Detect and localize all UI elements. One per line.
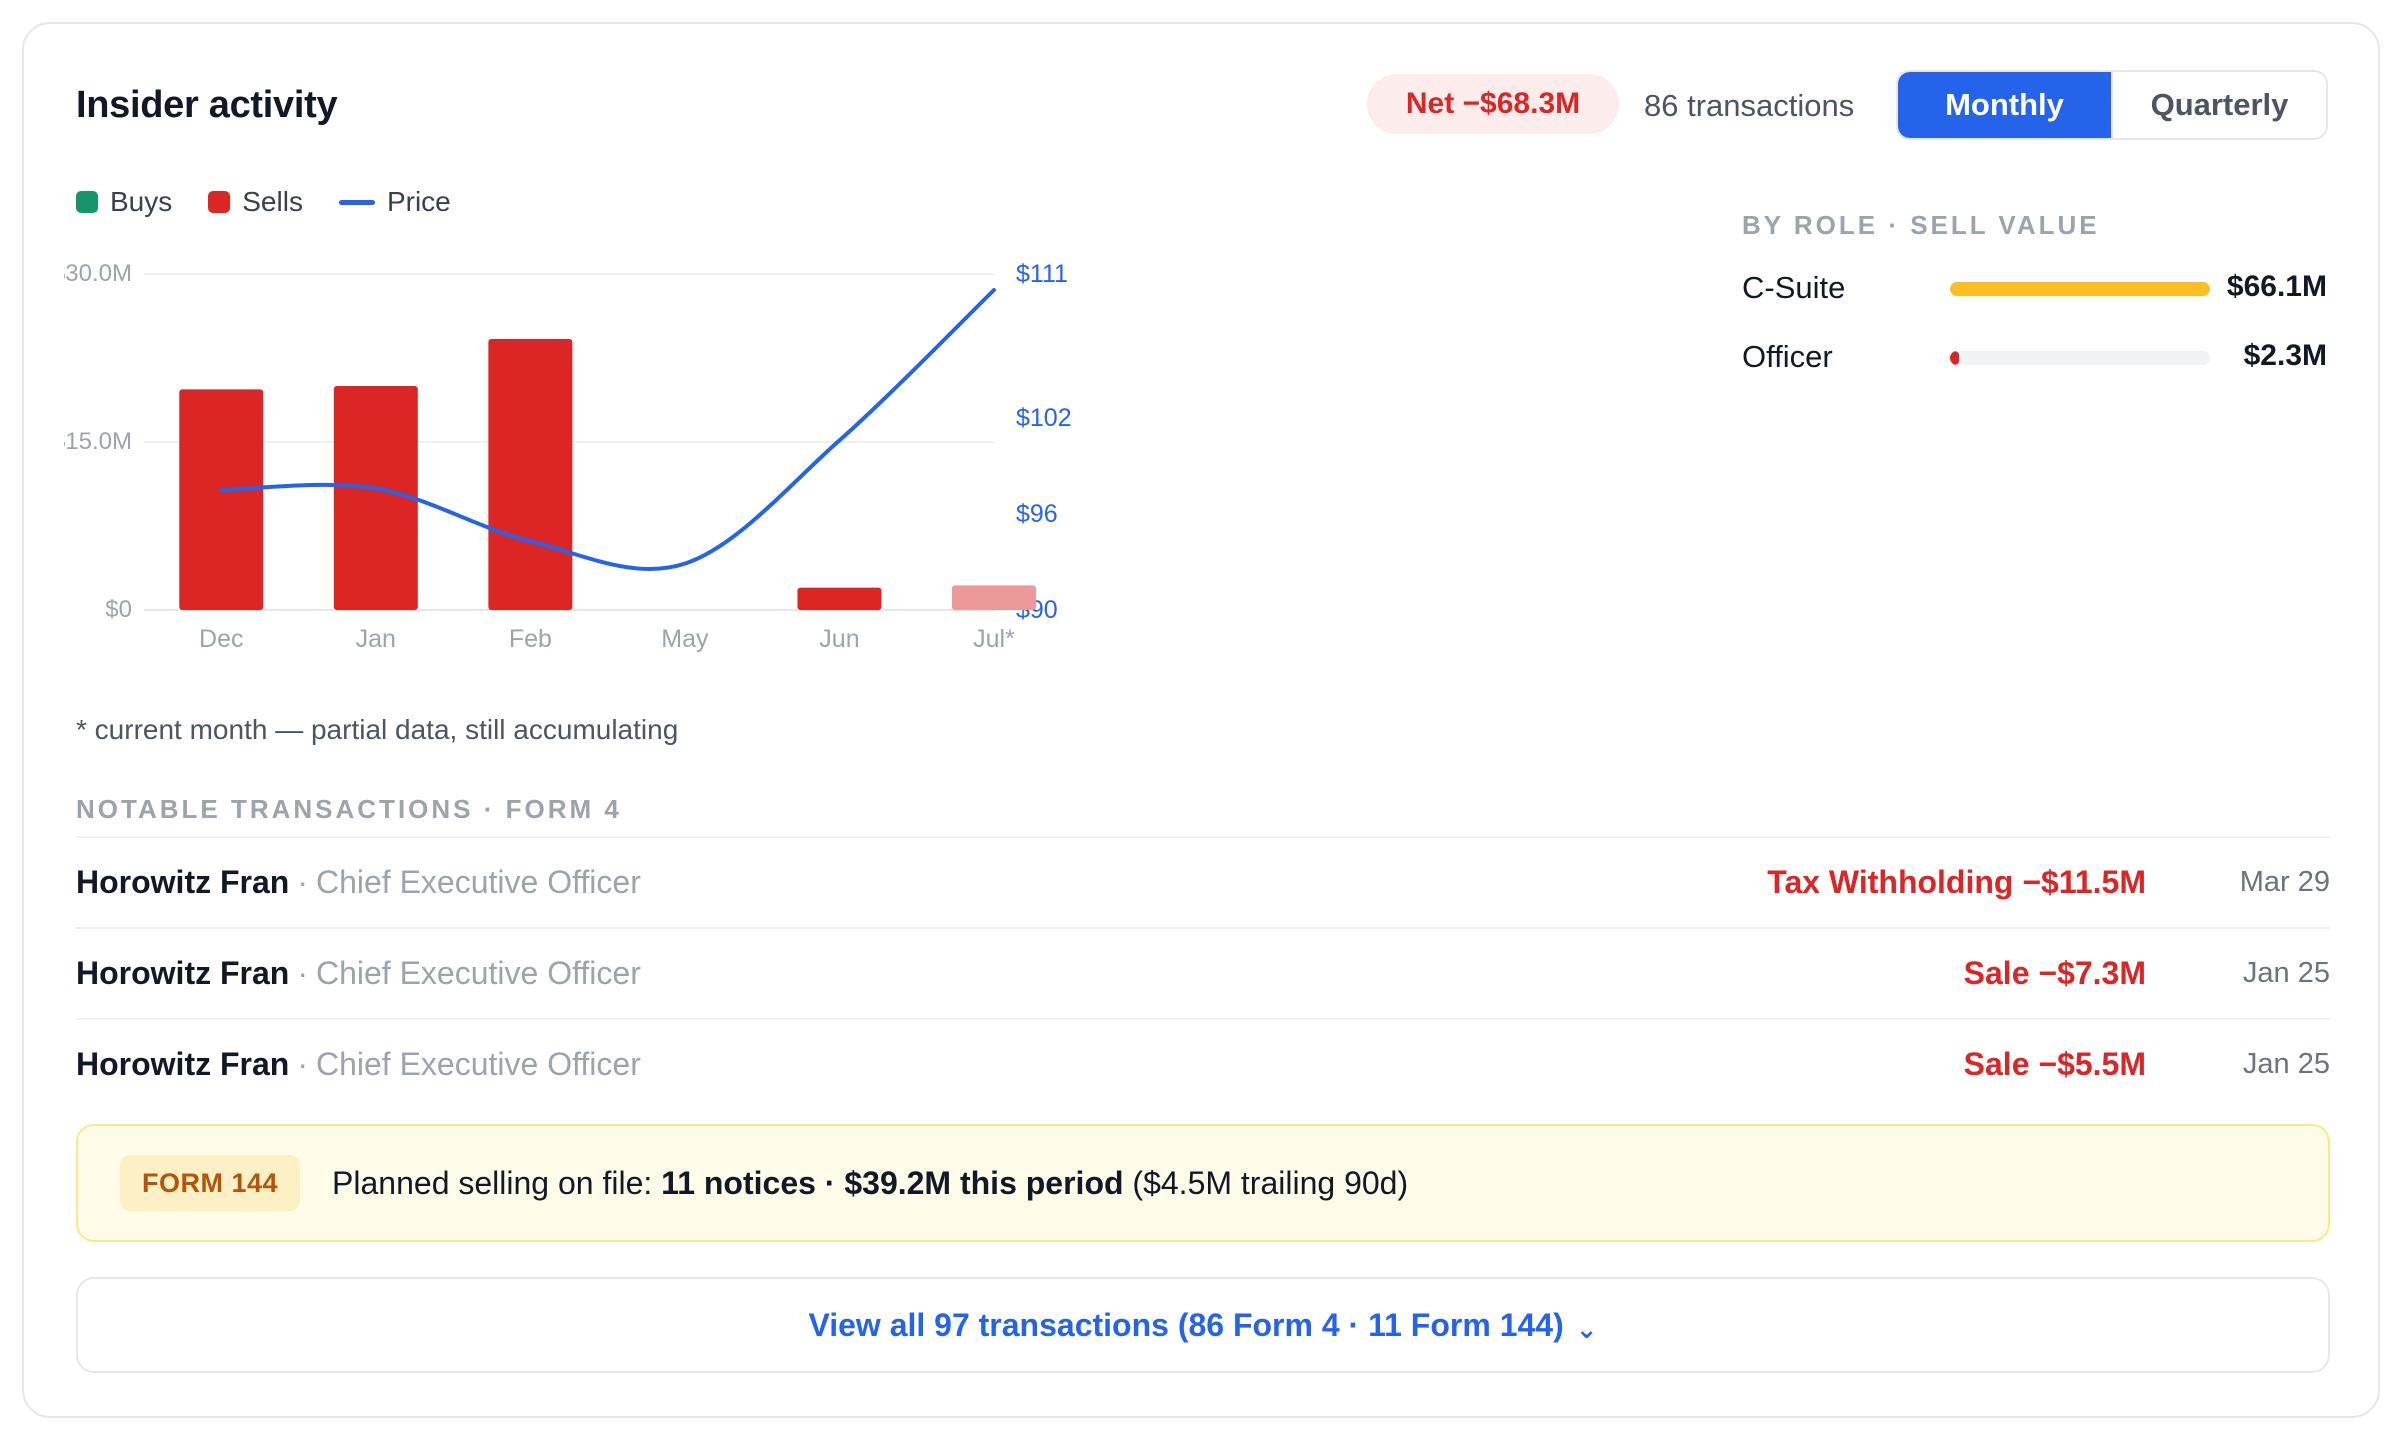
transaction-row[interactable]: Horowitz Fran · Chief Executive Officer …: [76, 836, 2330, 927]
period-toggle: Monthly Quarterly: [1896, 70, 2328, 140]
transaction-date: Mar 29: [2239, 866, 2330, 898]
x-tick-label: Jul*: [973, 625, 1015, 653]
insider-role: Chief Executive Officer: [315, 1046, 641, 1082]
role-bar-fill: [1950, 351, 1960, 365]
role-value: $66.1M: [2226, 270, 2327, 303]
transaction-row[interactable]: Horowitz Fran · Chief Executive Officer …: [76, 1018, 2330, 1109]
sell-bar: [797, 587, 882, 610]
notable-transactions-heading: NOTABLE TRANSACTIONS · FORM 4: [76, 794, 622, 824]
role-bar-track: [1950, 282, 2210, 296]
transaction-amount: Sale −$5.5M: [1963, 1046, 2146, 1082]
transaction-date: Jan 25: [2242, 957, 2330, 989]
chevron-down-icon: ⌄: [1575, 1313, 1598, 1344]
transaction-amount: Tax Withholding −$11.5M: [1767, 864, 2146, 900]
separator-dot: ·: [297, 864, 308, 900]
x-tick-label: Jun: [819, 625, 859, 653]
x-tick-label: May: [661, 625, 709, 653]
chart-footnote: * current month — partial data, still ac…: [76, 714, 679, 745]
role-bar-track: [1950, 351, 2210, 365]
legend-price: Price: [338, 186, 451, 218]
card-title: Insider activity: [76, 84, 338, 126]
x-tick-label: Feb: [509, 625, 552, 653]
separator-dot: ·: [297, 1046, 308, 1082]
role-row-csuite: C-Suite $66.1M: [1742, 266, 2327, 310]
toggle-monthly[interactable]: Monthly: [1898, 72, 2111, 138]
y-right-tick-label: $102: [1016, 404, 1072, 432]
buys-swatch: [76, 191, 98, 213]
legend-buys: Buys: [76, 186, 172, 218]
insider-name: Horowitz Fran: [76, 955, 290, 991]
x-tick-label: Jan: [356, 625, 396, 653]
insider-role: Chief Executive Officer: [315, 864, 641, 900]
sells-swatch: [208, 191, 231, 213]
view-all-label: View all 97 transactions (86 Form 4 · 11…: [808, 1306, 1564, 1343]
insider-name: Horowitz Fran: [76, 1046, 290, 1082]
form144-prefix: Planned selling on file:: [332, 1164, 662, 1201]
y-left-tick-label: $15.0M: [64, 428, 132, 455]
price-line: [219, 288, 996, 571]
transaction-date: Jan 25: [2242, 1048, 2330, 1080]
insider-name: Horowitz Fran: [76, 864, 290, 900]
role-bar-fill: [1950, 282, 2210, 296]
form144-text: Planned selling on file: 11 notices · $3…: [332, 1165, 1408, 1202]
transaction-row[interactable]: Horowitz Fran · Chief Executive Officer …: [76, 927, 2330, 1018]
sell-bar: [333, 386, 418, 610]
form144-highlight: 11 notices · $39.2M this period: [661, 1164, 1124, 1201]
sell-bar: [179, 389, 264, 610]
y-right-tick-label: $111: [1016, 260, 1068, 288]
sell-bar: [952, 585, 1036, 610]
chart-legend: Buys Sells Price: [76, 186, 451, 218]
insider-chart: $0$15.0M$30.0M$90$96$102$111DecJanFebMay…: [64, 260, 1072, 653]
by-role-heading: BY ROLE · SELL VALUE: [1742, 210, 2100, 240]
y-left-tick-label: $30.0M: [64, 260, 132, 287]
toggle-quarterly[interactable]: Quarterly: [2111, 72, 2326, 138]
notable-transactions-list: Horowitz Fran · Chief Executive Officer …: [76, 836, 2330, 1109]
insider-role: Chief Executive Officer: [315, 955, 641, 991]
net-badge: Net −$68.3M: [1367, 74, 1619, 134]
separator-dot: ·: [297, 955, 308, 991]
view-all-transactions-button[interactable]: View all 97 transactions (86 Form 4 · 11…: [76, 1277, 2330, 1373]
legend-buys-label: Buys: [110, 186, 173, 217]
y-right-tick-label: $96: [1016, 500, 1058, 528]
x-tick-label: Dec: [199, 625, 243, 653]
role-name: C-Suite: [1742, 270, 1846, 305]
role-name: Officer: [1742, 339, 1833, 374]
legend-price-label: Price: [386, 186, 451, 217]
y-left-tick-label: $0: [105, 596, 132, 623]
sell-bar: [488, 338, 573, 610]
form144-banner: FORM 144 Planned selling on file: 11 not…: [76, 1124, 2330, 1242]
role-row-officer: Officer $2.3M: [1742, 335, 2327, 379]
legend-sells-label: Sells: [242, 186, 303, 217]
form144-badge: FORM 144: [120, 1155, 301, 1211]
transaction-amount: Sale −$7.3M: [1963, 955, 2146, 991]
price-line-swatch: [338, 199, 375, 205]
legend-sells: Sells: [208, 186, 303, 218]
transactions-count: 86 transactions: [1644, 88, 1855, 123]
insider-activity-card: Insider activity Net −$68.3M 86 transact…: [22, 22, 2380, 1418]
form144-suffix: ($4.5M trailing 90d): [1123, 1164, 1409, 1201]
role-value: $2.3M: [2243, 339, 2327, 372]
